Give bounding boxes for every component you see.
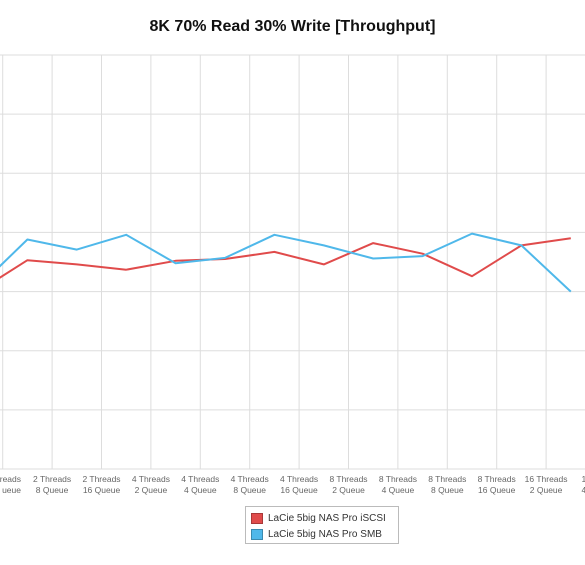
legend-label-smb: LaCie 5big NAS Pro SMB (268, 528, 382, 540)
x-tick-label: 16 T4 Q (582, 474, 585, 495)
x-tick-label: 4 Threads 8 Queue (231, 474, 269, 495)
x-tick-label: 2 Threads 8 Queue (33, 474, 71, 495)
chart-legend: LaCie 5big NAS Pro iSCSI LaCie 5big NAS … (245, 506, 399, 544)
vertical-gridlines (2, 55, 547, 469)
x-tick-label: 8 Threads 4 Queue (379, 474, 417, 495)
x-tick-label: 4 Threads 2 Queue (132, 474, 170, 495)
horizontal-gridlines (0, 54, 585, 470)
legend-item-iscsi[interactable]: LaCie 5big NAS Pro iSCSI (251, 510, 393, 526)
x-tick-label: 8 Threads 16 Queue (478, 474, 516, 495)
legend-swatch-smb (251, 528, 263, 540)
x-tick-label: 8 Threads 2 Queue (329, 474, 367, 495)
legend-label-iscsi: LaCie 5big NAS Pro iSCSI (268, 512, 386, 524)
x-tick-label: 4 Threads 16 Queue (280, 474, 318, 495)
series-line-iscsi (0, 237, 571, 279)
legend-swatch-iscsi (251, 512, 263, 524)
x-tick-label: 4 Threads 4 Queue (181, 474, 219, 495)
chart-title: 8K 70% Read 30% Write [Throughput] (149, 18, 436, 35)
x-tick-label: 8 Threads 8 Queue (428, 474, 466, 495)
series-line-smb (0, 232, 572, 293)
legend-item-smb[interactable]: LaCie 5big NAS Pro SMB (251, 526, 393, 542)
x-tick-label: 2 Threads 16 Queue (82, 474, 120, 495)
x-tick-label: reads ueue (0, 474, 21, 495)
series-lines (0, 232, 572, 293)
x-tick-label: 16 Threads 2 Queue (525, 474, 568, 495)
x-axis-tick-labels: reads ueue 2 Threads 8 Queue 2 Threads 16 Que… (0, 474, 585, 495)
